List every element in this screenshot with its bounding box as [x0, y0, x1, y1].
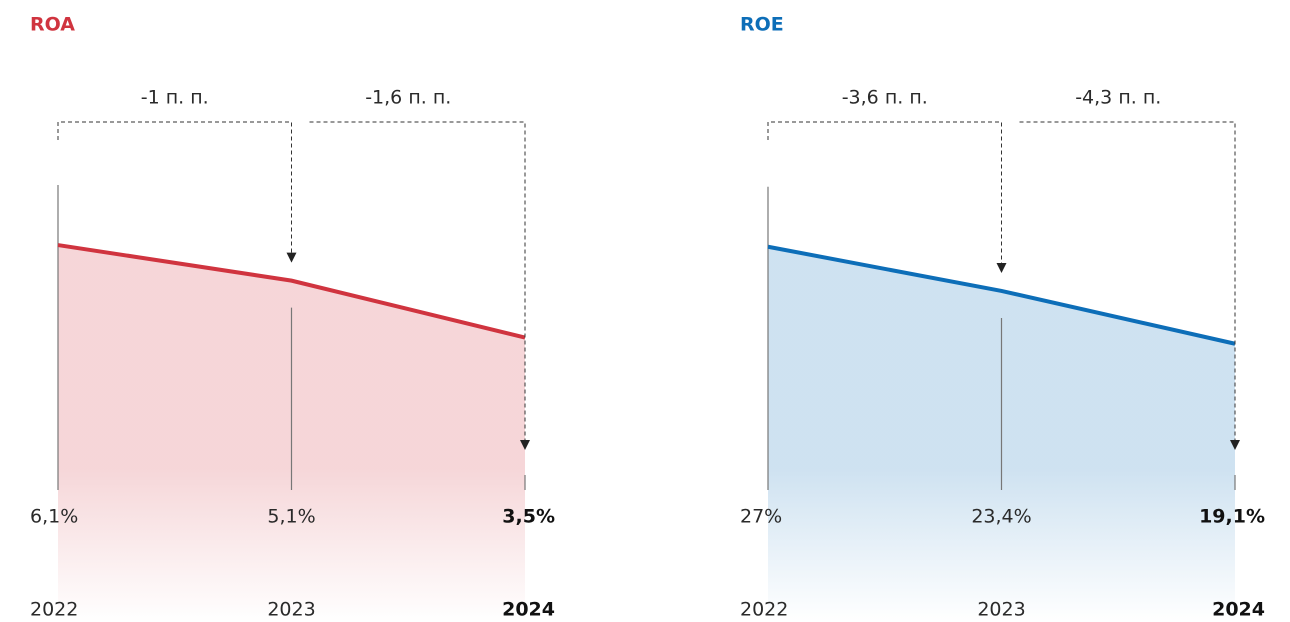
change-label: -1,6 п. п. [365, 87, 451, 109]
chart-title: ROA [30, 14, 75, 36]
value-label: 23,4% [971, 506, 1031, 528]
value-label: 6,1% [30, 506, 78, 528]
value-label: 5,1% [267, 506, 315, 528]
bracket [57, 121, 292, 253]
x-tick-label: 2023 [267, 599, 315, 621]
line [767, 244, 1236, 346]
arrow-head [520, 440, 530, 450]
x-tick-label: 2022 [30, 599, 78, 621]
x-tick-label: 2024 [502, 599, 555, 621]
change-label: -3,6 п. п. [842, 87, 928, 109]
arrow-head [286, 252, 297, 263]
bracket [1019, 121, 1236, 440]
x-tick-label: 2024 [1212, 599, 1265, 621]
bracket [309, 121, 526, 440]
bracket [767, 121, 1002, 263]
arrow-head [996, 262, 1007, 273]
value-label: 3,5% [502, 506, 555, 528]
chart-title: ROE [740, 14, 784, 36]
x-tick-label: 2022 [740, 599, 788, 621]
line [57, 243, 526, 340]
value-label: 27% [740, 506, 782, 528]
value-label: 19,1% [1199, 506, 1265, 528]
change-label: -4,3 п. п. [1075, 87, 1161, 109]
x-tick-label: 2023 [977, 599, 1025, 621]
change-label: -1 п. п. [141, 87, 209, 109]
arrow-head [1230, 440, 1240, 450]
